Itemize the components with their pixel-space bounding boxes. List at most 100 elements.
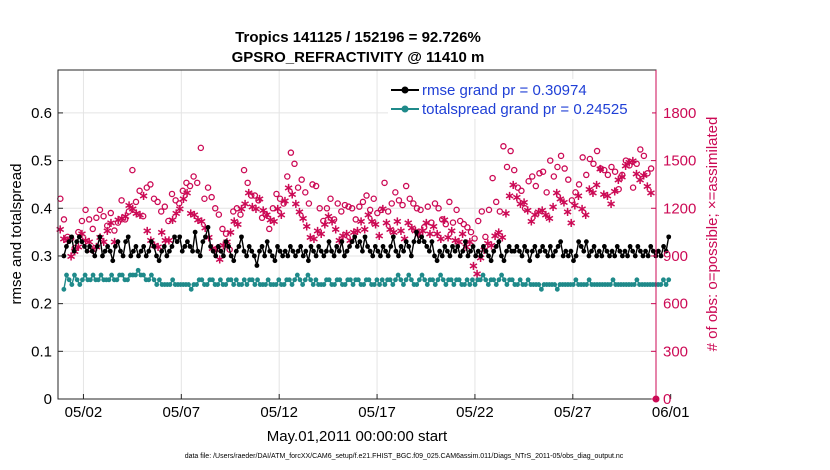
obs-possible-point	[89, 225, 97, 233]
series-point	[295, 248, 301, 254]
obs-possible-point	[255, 197, 262, 204]
obs-assimilated-point: ∗	[174, 202, 185, 217]
obs-possible-point	[154, 198, 161, 206]
obs-possible-point	[374, 209, 381, 217]
series-point	[308, 277, 313, 283]
obs-possible-point	[546, 157, 554, 164]
series-point	[591, 244, 597, 249]
obs-possible-point	[637, 146, 644, 153]
series-point	[336, 248, 342, 254]
obs-possible-point	[330, 216, 338, 223]
obs-possible-point	[147, 181, 154, 188]
series-point	[650, 248, 656, 254]
obs-possible-point	[456, 217, 464, 225]
series-point	[607, 253, 612, 259]
obs-possible-point	[568, 197, 576, 204]
series-point	[524, 248, 530, 254]
series-point	[408, 277, 414, 283]
obs-possible-point	[521, 205, 529, 212]
series-point	[493, 282, 499, 287]
obs-possible-point	[338, 208, 345, 215]
series-point	[504, 282, 510, 287]
series-point	[434, 258, 440, 264]
obs-assimilated-point: ∗	[330, 222, 341, 237]
obs-assimilated-point: ∗	[483, 237, 494, 252]
series-point	[66, 239, 72, 245]
series-point	[666, 234, 672, 240]
obs-assimilated-point: ∗	[232, 218, 243, 233]
series-point	[638, 248, 643, 254]
series-point	[194, 282, 199, 287]
series-point	[416, 277, 422, 283]
obs-assimilated-point: ∗	[602, 189, 613, 204]
legend-label-rmse: rmse grand pr = 0.30974	[422, 82, 587, 99]
series-point	[125, 234, 131, 240]
series-point	[558, 239, 564, 245]
obs-assimilated-point: ∗	[258, 203, 269, 218]
series-point	[303, 248, 309, 254]
series-point	[313, 253, 319, 259]
obs-possible-point	[467, 228, 475, 236]
obs-possible-point	[449, 219, 457, 226]
obs-possible-point	[388, 200, 395, 207]
series-point	[100, 253, 105, 259]
series-point	[251, 253, 257, 259]
obs-assimilated-point: ∗	[591, 178, 602, 193]
series-point	[197, 253, 203, 259]
obs-assimilated-point: ∗	[446, 224, 457, 239]
y2-tick-label: 1500	[663, 153, 696, 170]
obs-possible-point	[622, 157, 630, 164]
obs-assimilated-point: ∗	[240, 197, 251, 212]
obs-assimilated-point: ∗	[211, 243, 222, 258]
series-point	[156, 277, 162, 283]
obs-possible-point	[528, 173, 536, 180]
series-rmse	[61, 224, 672, 268]
obs-possible-point	[428, 219, 435, 226]
series-point	[215, 244, 221, 249]
series-point	[573, 277, 579, 283]
series-point	[241, 248, 247, 254]
chart-subtitle: GPSRO_REFRACTIVITY @ 11410 m	[232, 49, 485, 66]
obs-assimilated-point: ∗	[638, 168, 649, 183]
x-tick-label: 05/12	[260, 404, 298, 421]
series-point	[342, 253, 347, 259]
series-point	[401, 282, 406, 287]
y-tick-label: 0.1	[31, 343, 52, 360]
obs-possible-point	[438, 216, 446, 223]
series-point	[105, 244, 111, 249]
series-point	[179, 248, 185, 254]
series-point	[395, 272, 401, 278]
obs-assimilated-point: ∗	[584, 183, 595, 198]
series-point	[294, 272, 300, 278]
series-point	[204, 282, 210, 287]
series-point	[61, 286, 67, 292]
obs-assimilated-point: ∗	[214, 253, 225, 268]
series-point	[483, 277, 489, 283]
obs-possible-point	[399, 201, 406, 209]
series-point	[424, 282, 430, 287]
series-point	[106, 277, 112, 283]
obs-possible-point	[413, 205, 421, 212]
obs-possible-point	[186, 182, 194, 190]
series-point	[297, 277, 303, 283]
obs-possible-point	[165, 217, 172, 225]
obs-possible-point	[161, 203, 169, 210]
obs-assimilated-point: ∗	[185, 207, 196, 222]
series-point	[563, 248, 569, 254]
obs-assimilated-point: ∗	[156, 226, 167, 241]
series-point	[213, 253, 219, 259]
obs-assimilated-point: ∗	[642, 180, 653, 195]
obs-assimilated-point: ∗	[381, 216, 392, 231]
series-point	[379, 277, 385, 283]
series-point	[393, 248, 399, 254]
obs-assimilated-point: ∗	[189, 208, 200, 223]
series-point	[244, 282, 250, 287]
obs-assimilated-point: ∗	[316, 227, 327, 242]
series-point	[287, 244, 293, 249]
series-point	[370, 253, 376, 259]
series-possible-obs	[57, 143, 655, 253]
y2-tick-label: 300	[663, 343, 688, 360]
series-point	[375, 248, 381, 254]
obs-possible-point	[183, 179, 190, 187]
series-point	[61, 253, 67, 259]
